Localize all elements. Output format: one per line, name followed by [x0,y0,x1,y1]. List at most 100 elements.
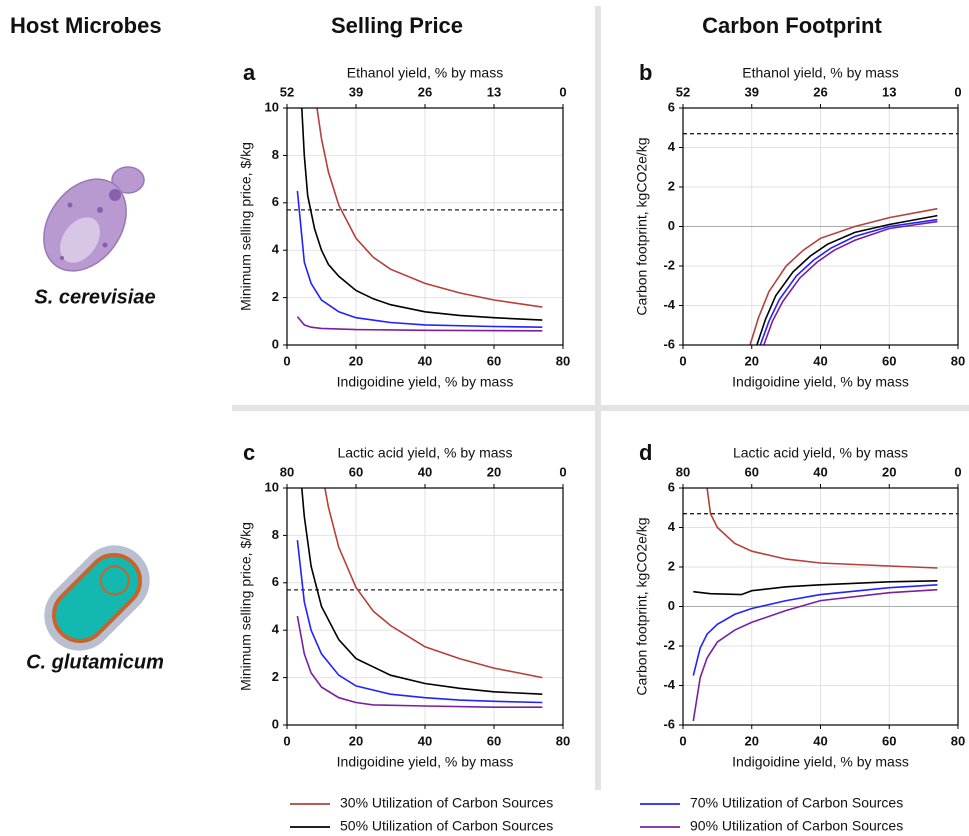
series-line [759,218,938,345]
vertical-divider [595,6,601,790]
x2-tick-label: 0 [954,84,961,99]
y-tick-label: 4 [272,622,280,637]
column-header: Host Microbes [10,13,162,38]
series-line [296,615,543,708]
panel: 0 20 40 60 80 80 60 40 20 0 -6 -4 -2 0 2 4 6 Indigoidine … [634,440,966,770]
y-axis-title: Carbon footprint, kgCO2e/kg [634,137,650,315]
y-tick-label: 4 [668,139,676,154]
x-tick-label: 0 [283,733,290,748]
y-tick-label: -6 [663,716,675,731]
x-tick-label: 20 [745,353,759,368]
x-tick-label: 60 [487,733,501,748]
y-tick-label: -6 [663,336,675,351]
y-axis-title: Minimum selling price, $/kg [238,522,254,691]
series-line [324,488,543,679]
y-tick-label: 10 [265,479,279,494]
series-line [301,108,543,321]
x-tick-label: 80 [951,733,965,748]
y-tick-label: 0 [668,598,675,613]
plot-frame [286,487,564,726]
x2-tick-label: 52 [280,84,294,99]
x2-tick-label: 20 [487,464,501,479]
x-tick-label: 40 [418,733,432,748]
series-line [692,584,938,676]
x-tick-label: 40 [813,353,827,368]
x2-tick-label: 13 [487,84,501,99]
x-tick-label: 0 [679,733,686,748]
y-tick-label: 4 [272,242,280,257]
series-group [692,488,938,722]
x-axis-title: Indigoidine yield, % by mass [337,374,514,390]
y-tick-label: 8 [272,147,279,162]
x-tick-label: 60 [882,353,896,368]
x2-tick-label: 0 [559,84,566,99]
plot-frame [286,107,564,346]
x-tick-label: 40 [813,733,827,748]
x2-tick-label: 26 [813,84,827,99]
x2-tick-label: 40 [418,464,432,479]
x2-axis-title: Lactic acid yield, % by mass [733,445,908,461]
x2-tick-label: 39 [349,84,363,99]
series-line [296,316,543,332]
column-header: Selling Price [331,13,463,38]
y-tick-label: 4 [668,519,676,534]
series-line [706,488,938,569]
y-tick-label: -4 [663,297,675,312]
x-tick-label: 20 [745,733,759,748]
y-tick-label: 0 [668,218,675,233]
panel-letter: b [639,60,652,85]
y-tick-label: 0 [272,716,279,731]
series-line [763,220,938,345]
x-tick-label: 0 [283,353,290,368]
plot-frame [682,107,959,346]
series-line [756,214,938,345]
x-tick-label: 80 [951,353,965,368]
y-axis-title: Minimum selling price, $/kg [238,142,254,311]
x2-tick-label: 52 [676,84,690,99]
panel-letter: c [243,440,255,465]
x2-tick-label: 0 [954,464,961,479]
y-tick-label: 10 [265,99,279,114]
panel-letter: a [243,60,256,85]
series-line [316,108,543,308]
series-group [296,488,543,708]
x2-tick-label: 39 [745,84,759,99]
series-line [692,588,938,722]
x-tick-label: 60 [882,733,896,748]
y-tick-label: 2 [668,558,675,573]
series-group [296,108,543,332]
y-tick-label: -2 [663,257,675,272]
x2-tick-label: 60 [349,464,363,479]
y-tick-label: 2 [272,669,279,684]
panel-letter: d [639,440,652,465]
y-tick-label: 8 [272,527,279,542]
y-tick-label: -2 [663,637,675,652]
x2-tick-label: 26 [418,84,432,99]
organism-label: S. cerevisiae [34,286,155,308]
yeast-illustration [43,166,145,272]
y-tick-label: 6 [668,99,675,114]
y-tick-label: 2 [668,178,675,193]
organism-label: C. glutamicum [26,651,164,673]
panel: 0 20 40 60 80 52 39 26 13 0 -6 -4 -2 0 2 4 6 Indigoidine … [634,60,966,390]
series-line [296,190,543,328]
x2-tick-label: 40 [813,464,827,479]
y-tick-label: 6 [272,574,279,589]
horizontal-divider [232,405,969,411]
x-axis-title: Indigoidine yield, % by mass [732,754,909,770]
series-line [749,207,938,345]
y-tick-label: -4 [663,677,675,692]
series-line [693,580,938,596]
x2-tick-label: 80 [676,464,690,479]
x-axis-title: Indigoidine yield, % by mass [732,374,909,390]
x2-axis-title: Lactic acid yield, % by mass [337,445,512,461]
x-tick-label: 80 [556,353,570,368]
y-tick-label: 2 [272,289,279,304]
legend-label: 50% Utilization of Carbon Sources [340,818,553,834]
y-tick-label: 6 [272,194,279,209]
x2-axis-title: Ethanol yield, % by mass [347,65,503,81]
y-tick-label: 0 [272,336,279,351]
bacterium-illustration [44,545,150,651]
